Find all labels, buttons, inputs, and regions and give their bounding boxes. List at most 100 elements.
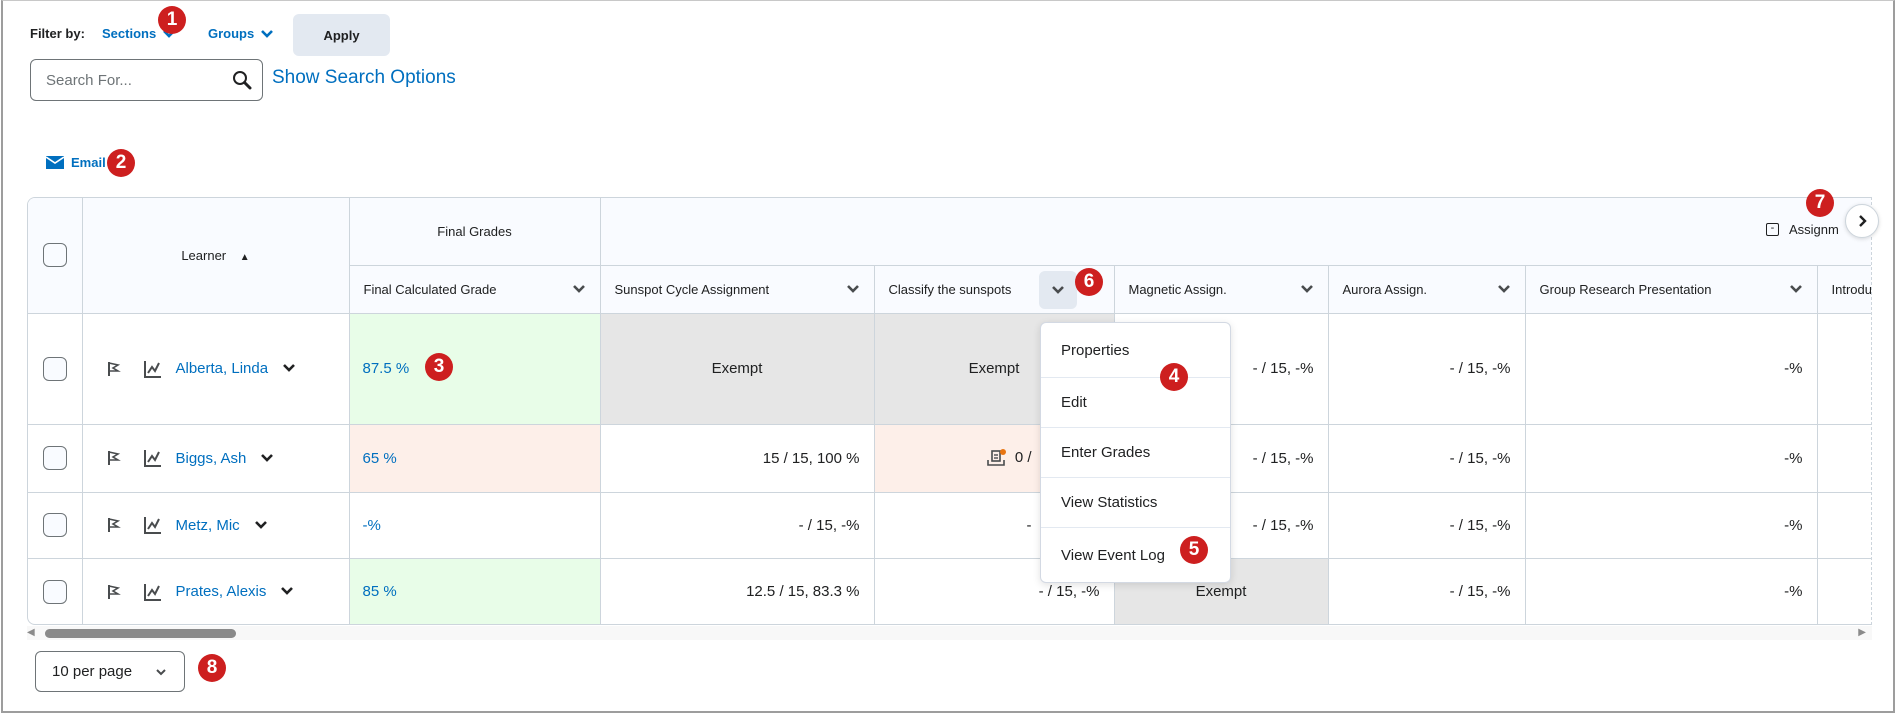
grade-value: -%: [1784, 360, 1803, 377]
final-grade-value[interactable]: -%: [362, 516, 381, 534]
grade-cell[interactable]: -%: [1525, 558, 1818, 624]
final-grade-cell[interactable]: 85 %: [349, 558, 601, 624]
grade-value: -%: [1784, 583, 1803, 600]
final-grade-value[interactable]: 87.5 %: [362, 360, 410, 377]
learner-name-link[interactable]: Alberta, Linda: [175, 360, 269, 377]
row-checkbox[interactable]: [42, 579, 67, 604]
menu-item-view-event-log[interactable]: View Event Log: [1061, 547, 1165, 564]
learner-menu-button[interactable]: [254, 517, 268, 534]
flag-icon[interactable]: [107, 517, 121, 533]
grade-chart-icon[interactable]: [143, 516, 162, 534]
learner-menu-button[interactable]: [282, 360, 296, 377]
select-all-checkbox[interactable]: [42, 243, 67, 268]
grade-cell[interactable]: [1817, 558, 1871, 624]
per-page-value: 10 per page: [52, 663, 133, 680]
scroll-right-button[interactable]: [1845, 204, 1879, 238]
grade-chart-icon[interactable]: [143, 583, 162, 601]
chevron-right-icon: [1859, 215, 1867, 227]
learner-name-link[interactable]: Metz, Mic: [175, 516, 240, 534]
column-menu-button[interactable]: [572, 282, 586, 297]
column-menu-button-active[interactable]: [1039, 271, 1077, 309]
grade-cell[interactable]: 12.5 / 15, 83.3 %: [600, 558, 875, 624]
scrollbar-thumb[interactable]: [45, 629, 236, 638]
menu-item-enter-grades[interactable]: Enter Grades: [1041, 428, 1230, 478]
grade-cell[interactable]: - / 15, -%: [1328, 492, 1526, 559]
scroll-left-arrow-icon[interactable]: ◀: [27, 627, 35, 638]
email-button[interactable]: Email: [46, 155, 106, 170]
scroll-right-arrow-icon[interactable]: ▶: [1858, 627, 1866, 638]
assignments-group-title: - Assignm: [1766, 222, 1839, 237]
grade-cell[interactable]: -%: [1525, 492, 1818, 559]
grade-chart-icon[interactable]: [143, 449, 162, 467]
flag-icon[interactable]: [107, 450, 121, 466]
final-grade-cell[interactable]: -%: [349, 492, 601, 559]
show-search-options-link[interactable]: Show Search Options: [272, 67, 456, 88]
row-checkbox[interactable]: [42, 356, 67, 381]
envelope-icon: [46, 156, 64, 169]
groups-label: Groups: [208, 26, 255, 41]
submission-icon[interactable]: [987, 449, 1007, 467]
learner-cell: Prates, Alexis: [82, 558, 350, 624]
final-grade-cell[interactable]: 65 %: [349, 424, 601, 493]
apply-button[interactable]: Apply: [293, 14, 390, 56]
menu-item-view-statistics[interactable]: View Statistics: [1041, 478, 1230, 528]
per-page-select[interactable]: 10 per page: [35, 651, 185, 692]
learner-header[interactable]: Learner ▲: [82, 198, 350, 314]
callout-badge-3: 3: [425, 353, 453, 381]
menu-item-edit[interactable]: Edit: [1041, 378, 1230, 428]
learner-name-link[interactable]: Prates, Alexis: [175, 583, 267, 600]
column-menu-button[interactable]: [1789, 282, 1803, 297]
assignments-group-label: Assignm: [1789, 222, 1839, 237]
row-select-cell: [28, 558, 83, 624]
row-checkbox[interactable]: [42, 446, 67, 470]
search-input[interactable]: [46, 71, 216, 89]
collapse-icon[interactable]: -: [1766, 223, 1779, 236]
grade-value: - / 15, -%: [1449, 516, 1511, 534]
learner-cell: Alberta, Linda: [82, 313, 350, 425]
chevron-down-icon: [572, 284, 585, 293]
column-header-label: Group Research Presentation: [1539, 281, 1712, 297]
column-menu-button[interactable]: [1497, 282, 1511, 297]
sections-label: Sections: [102, 26, 157, 41]
grade-cell[interactable]: [1817, 424, 1871, 493]
grade-cell[interactable]: - / 15, -%: [1328, 424, 1526, 493]
flag-icon[interactable]: [107, 584, 121, 600]
final-grade-value[interactable]: 65 %: [362, 449, 397, 467]
search-icon[interactable]: [232, 70, 252, 90]
flag-icon[interactable]: [107, 361, 121, 377]
grade-cell[interactable]: - / 15, -%: [600, 492, 875, 559]
learner-name-link[interactable]: Biggs, Ash: [175, 449, 247, 467]
grade-cell[interactable]: - / 15, -%: [1328, 313, 1526, 425]
column-header-label: Introdu: [1831, 281, 1872, 297]
horizontal-scrollbar[interactable]: ◀ ▶: [27, 626, 1872, 640]
grade-cell[interactable]: 15 / 15, 100 %: [600, 424, 875, 493]
column-menu-button[interactable]: [1300, 282, 1314, 297]
grade-cell[interactable]: [1817, 313, 1871, 425]
final-grade-cell[interactable]: 87.5 %: [349, 313, 601, 425]
learner-menu-button[interactable]: [280, 583, 294, 600]
grade-cell[interactable]: Exempt: [600, 313, 875, 425]
menu-item-properties[interactable]: Properties: [1041, 323, 1230, 378]
grade-chart-icon[interactable]: [143, 360, 162, 378]
column-menu-button[interactable]: [846, 282, 860, 297]
grade-cell[interactable]: -%: [1525, 313, 1818, 425]
table-row: Metz, Mic -% - / 15, -% - - / 15, -% - / 15,…: [28, 492, 1871, 559]
grade-value: - / 15, -%: [1252, 449, 1314, 467]
grade-value: - / 15, -%: [1252, 516, 1314, 534]
final-grade-value[interactable]: 85 %: [362, 583, 397, 600]
grade-cell[interactable]: -%: [1525, 424, 1818, 493]
table-row: Alberta, Linda 87.5 % Exempt Exempt - / 15,…: [28, 313, 1871, 425]
learner-header-label: Learner: [181, 247, 227, 263]
chevron-down-icon: [254, 520, 267, 529]
column-header: Magnetic Assign.: [1114, 265, 1329, 314]
learner-menu-button[interactable]: [260, 450, 274, 467]
grade-cell[interactable]: - / 15, -%: [1328, 558, 1526, 624]
groups-filter[interactable]: Groups: [208, 26, 274, 41]
callout-badge-7: 7: [1806, 189, 1834, 217]
row-checkbox[interactable]: [42, 513, 67, 537]
select-all-cell: [28, 198, 83, 314]
grade-cell[interactable]: [1817, 492, 1871, 559]
row-select-cell: [28, 313, 83, 425]
filter-label: Filter by:: [30, 26, 85, 41]
